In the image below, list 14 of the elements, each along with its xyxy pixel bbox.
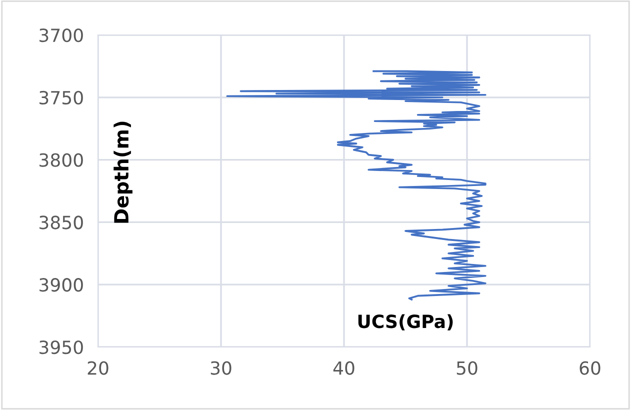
- y-tick-label: 3750: [40, 90, 83, 105]
- x-tick-label: 50: [456, 361, 478, 375]
- y-axis-title: Depth(m): [114, 122, 132, 223]
- y-tick-label: 3900: [40, 278, 83, 292]
- x-tick-label: 40: [333, 361, 354, 375]
- x-tick-label: 20: [88, 361, 108, 375]
- y-tick-label: 3950: [40, 340, 83, 354]
- y-tick-label: 3850: [40, 216, 83, 230]
- y-tick-label: 3700: [40, 28, 83, 42]
- line-series: [226, 70, 486, 300]
- x-tick-label: 60: [580, 361, 600, 375]
- y-tick-label: 3800: [40, 153, 83, 167]
- x-axis-title: UCS(GPa): [358, 314, 453, 330]
- x-tick-label: 30: [210, 361, 232, 375]
